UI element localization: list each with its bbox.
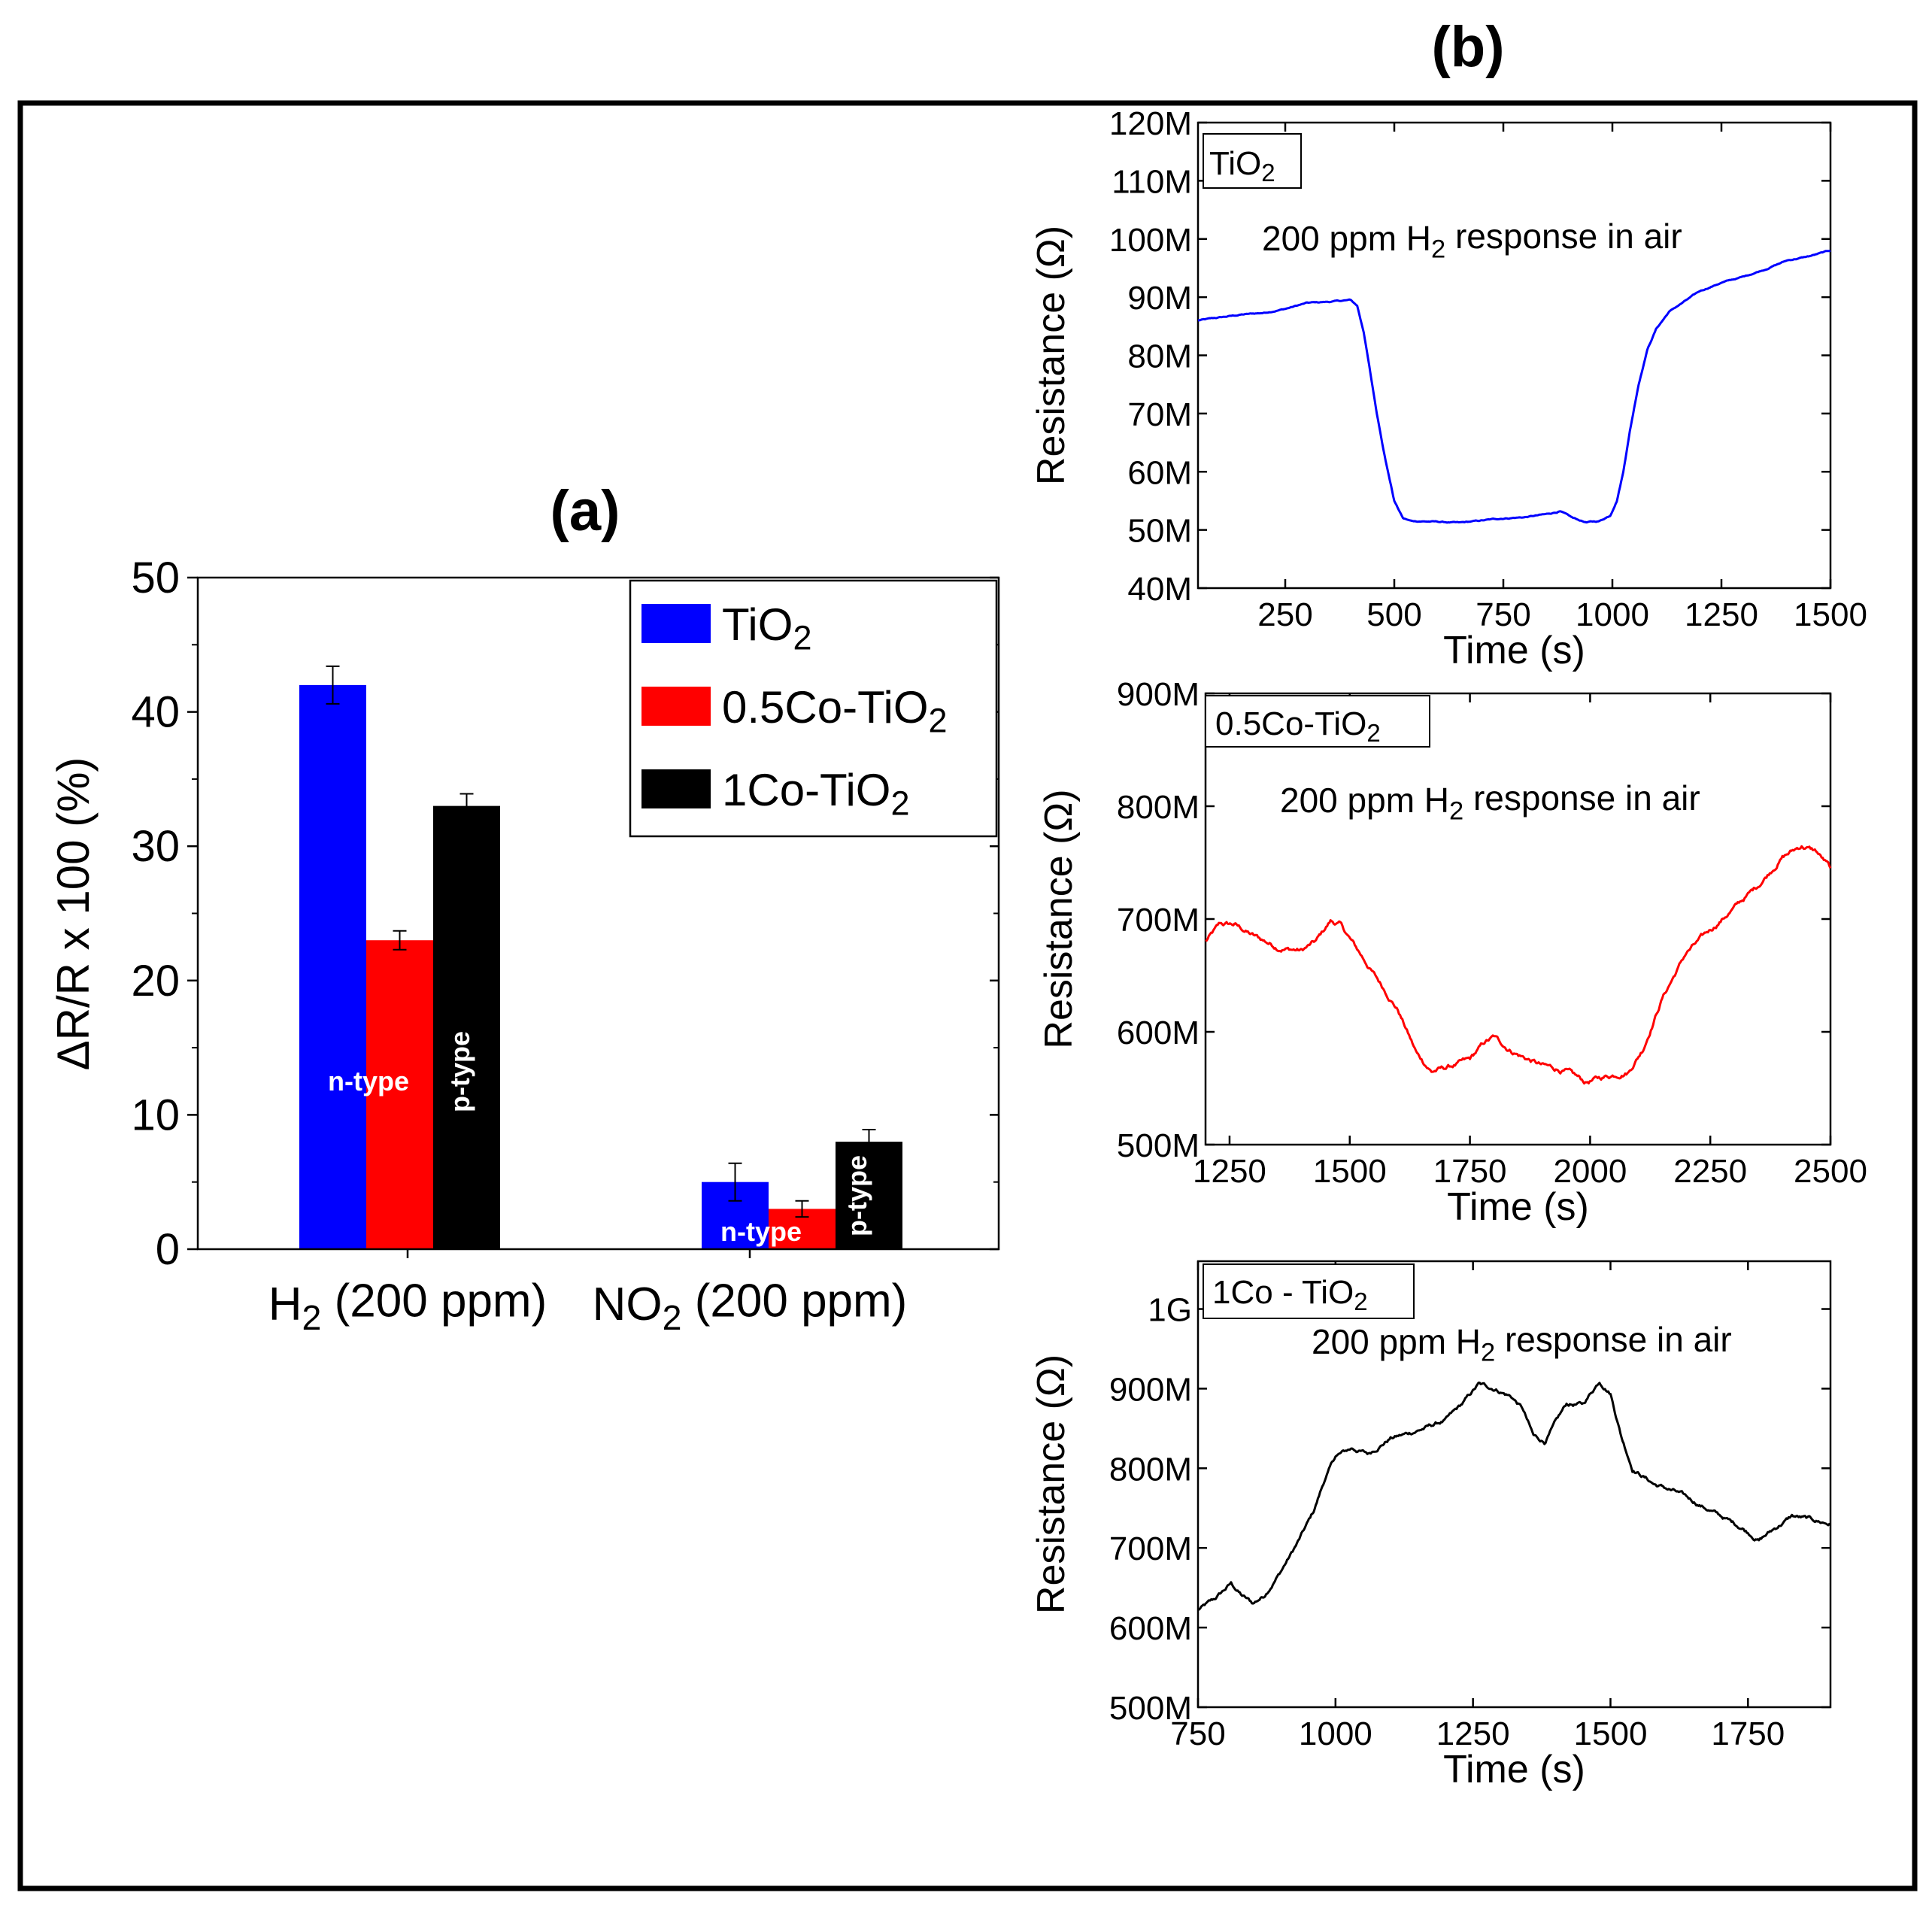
x-tick-label: 500	[1366, 596, 1421, 633]
bar-label-no2-p-type: p-type	[842, 1155, 872, 1236]
x-tick-label: 1500	[1574, 1715, 1648, 1752]
x-tick-label: 1500	[1794, 596, 1867, 633]
y-tick-label: 0	[156, 1225, 180, 1274]
bar-label-h2-n-type: n-type	[328, 1066, 409, 1097]
chart-title-a: (a)	[550, 479, 620, 543]
x-tick-label: 1250	[1685, 596, 1758, 633]
category-labels: H2 (200 ppm) NO2 (200 ppm)	[268, 1276, 908, 1337]
x-tick-label: 2500	[1794, 1153, 1867, 1190]
x-tick-label: 1500	[1313, 1153, 1387, 1190]
x-tick-label: 750	[1170, 1715, 1225, 1752]
y-tick-label: 20	[131, 957, 180, 1006]
y-tick-label: 120M	[1109, 105, 1192, 142]
bar-1Co-TiO2-0	[433, 805, 500, 1249]
data-line	[1205, 845, 1832, 1085]
category-label: H2 (200 ppm)	[268, 1276, 547, 1337]
category-label: NO2 (200 ppm)	[593, 1276, 908, 1337]
y-tick-label: 100M	[1109, 222, 1192, 259]
x-tick-label: 250	[1257, 596, 1312, 633]
y-axis-label: Resistance (Ω)	[1037, 789, 1081, 1048]
y-tick-label: 110M	[1112, 163, 1192, 200]
data-line	[1198, 249, 1831, 524]
y-tick-label: 900M	[1109, 1371, 1192, 1408]
response-note: 200 ppm H2 response in air	[1312, 1320, 1732, 1367]
y-tick-label: 70M	[1127, 396, 1192, 433]
sample-label: TiO2	[1209, 145, 1275, 187]
bar-1Co-TiO2-1	[836, 1142, 902, 1249]
y-axis-label-a: ΔR/R x 100 (%)	[48, 757, 99, 1071]
y-axis-label: Resistance (Ω)	[1030, 1354, 1073, 1614]
x-tick-label: 2250	[1673, 1153, 1747, 1190]
response-note: 200 ppm H2 response in air	[1280, 778, 1700, 826]
y-axis-label: Resistance (Ω)	[1030, 226, 1073, 485]
sample-label: 0.5Co-TiO2	[1215, 705, 1381, 747]
y-tick-label: 1G	[1148, 1292, 1192, 1329]
y-tick-label: 90M	[1127, 280, 1192, 317]
line-chart-0-5co-tio2: 1250 1500 1750 2000 2250 2500 500M 600M 700M 800M…	[1037, 676, 1867, 1229]
plot-frame	[1197, 1260, 1832, 1709]
y-tick-label: 700M	[1117, 902, 1200, 939]
panel-b-label: (b)	[1431, 15, 1504, 79]
legend-label-TiO2: TiO2	[722, 599, 811, 657]
y-tick-label: 700M	[1109, 1530, 1192, 1567]
bar-chart-panel-a: (a) n-type p-type n-type p-type 0 10 20 30 4…	[48, 479, 1000, 1337]
bar-TiO2-0	[299, 684, 366, 1249]
y-tick-label: 800M	[1117, 789, 1200, 826]
legend-label-1Co-TiO2: 1Co-TiO2	[722, 765, 910, 823]
y-tick-label: 600M	[1109, 1610, 1192, 1647]
x-axis-label: Time (s)	[1443, 1748, 1585, 1791]
legend-swatch-1Co-TiO2	[641, 769, 711, 808]
bar-annotations: n-type p-type n-type p-type	[328, 1031, 872, 1247]
y-tick-label: 800M	[1109, 1451, 1192, 1488]
bar-label-no2-n-type: n-type	[720, 1216, 802, 1247]
y-tick-label: 50	[131, 554, 180, 602]
y-tick-label: 40	[131, 688, 180, 737]
y-tick-label: 900M	[1117, 676, 1200, 713]
y-tick-label: 600M	[1117, 1015, 1200, 1051]
x-tick-label: 1250	[1436, 1715, 1510, 1752]
plot-frame	[1204, 692, 1832, 1146]
y-tick-label: 30	[131, 822, 180, 871]
sample-label-box	[1205, 695, 1430, 748]
legend: TiO2 0.5Co-TiO2 1Co-TiO2	[629, 579, 998, 838]
x-axis-label: Time (s)	[1447, 1185, 1589, 1229]
y-tick-label: 60M	[1127, 454, 1192, 491]
y-tick-label: 80M	[1127, 338, 1192, 375]
legend-swatch-0.5Co-TiO2	[641, 687, 711, 726]
line-chart-1co-tio2: 750 1000 1250 1500 1750 500M 600M 700M 800M 900M 1…	[1030, 1260, 1832, 1791]
y-tick-label: 10	[131, 1090, 180, 1139]
x-tick-label: 1000	[1299, 1715, 1372, 1752]
y-tick-label: 500M	[1109, 1690, 1192, 1727]
x-tick-label: 1750	[1433, 1153, 1507, 1190]
x-axis-label: Time (s)	[1443, 629, 1585, 672]
legend-swatch-TiO2	[641, 604, 711, 643]
x-tick-label: 1250	[1193, 1153, 1266, 1190]
sample-label-box	[1203, 133, 1302, 189]
figure-border	[17, 100, 1918, 1891]
response-note: 200 ppm H2 response in air	[1262, 217, 1682, 264]
y-tick-label: 40M	[1127, 571, 1192, 608]
bars-group	[299, 665, 902, 1249]
x-tick-label: 1750	[1711, 1715, 1785, 1752]
axis-ticks-a: 0 10 20 30 40 50	[131, 554, 999, 1274]
sample-label-box	[1203, 1263, 1415, 1319]
legend-label-0.5Co-TiO2: 0.5Co-TiO2	[722, 682, 948, 740]
bar-label-h2-p-type: p-type	[444, 1031, 475, 1112]
x-tick-label: 750	[1476, 596, 1530, 633]
y-tick-label: 50M	[1127, 513, 1192, 550]
x-tick-label: 2000	[1553, 1153, 1627, 1190]
line-chart-tio2: 250 500 750 1000 1250 1500 40M 50M 60M 70M 80M 90M 1…	[1030, 105, 1867, 672]
x-tick-label: 1000	[1576, 596, 1649, 633]
data-line	[1197, 1382, 1830, 1611]
sample-label: 1Co - TiO2	[1212, 1274, 1368, 1315]
bar-0.5Co-TiO2-0	[366, 940, 433, 1249]
y-tick-label: 500M	[1117, 1127, 1200, 1164]
